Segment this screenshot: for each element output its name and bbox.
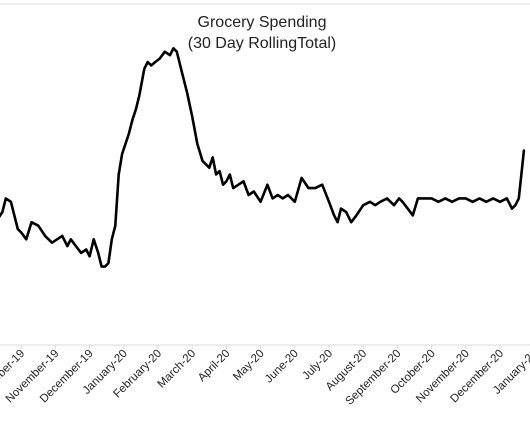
chart-title: Grocery Spending (198, 14, 327, 31)
x-axis-ticks (20, 345, 501, 349)
plot-area-border (0, 3, 530, 346)
x-tick-label: May-20 (231, 348, 267, 384)
x-tick-label: July-20 (300, 348, 335, 383)
x-tick-label: June-20 (263, 348, 301, 386)
chart-subtitle: (30 Day RollingTotal) (188, 35, 337, 52)
x-axis-tick-labels: September-19October-19November-19Decembe… (0, 348, 530, 408)
grocery-spending-line (0, 47, 526, 268)
x-tick-label: April-20 (196, 348, 233, 385)
